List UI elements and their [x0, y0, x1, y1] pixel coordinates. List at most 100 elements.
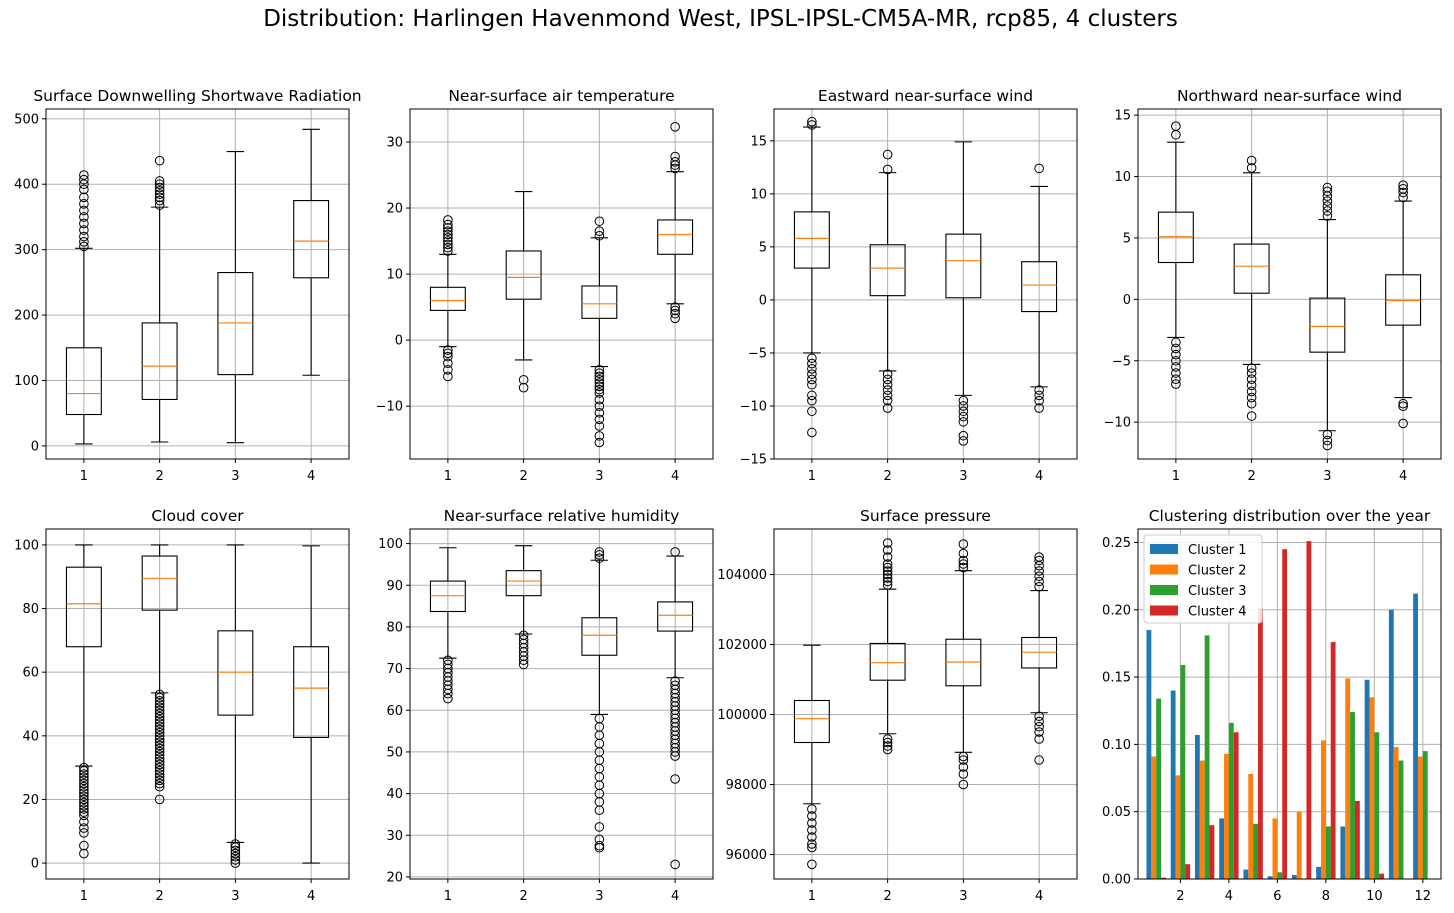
- legend-frame: [1143, 534, 1263, 624]
- outlier-point: [443, 219, 453, 230]
- series-3: [1156, 635, 1428, 879]
- box-4: [657, 547, 694, 870]
- bar: [1417, 756, 1423, 879]
- outlier-point: [1246, 386, 1257, 397]
- outlier-point: [882, 744, 893, 755]
- box-1: [429, 547, 466, 704]
- subplot-2: 1 2 3 4 −10 0 10 20 30 Near-surface air temperatu…: [376, 87, 714, 484]
- x-tick-label: 4: [1399, 469, 1407, 484]
- outlier-point: [230, 858, 241, 868]
- y-tick-label: 15: [1114, 109, 1131, 124]
- outlier-point: [1171, 343, 1181, 354]
- x-tick-label: 2: [155, 469, 163, 484]
- figure-title: Distribution: Harlingen Havenmond West, …: [263, 6, 1178, 32]
- y-tick-label: 50: [386, 745, 403, 760]
- outlier-point: [1034, 403, 1044, 413]
- outlier-point: [594, 401, 605, 411]
- outlier-point: [154, 696, 165, 706]
- y-tick-label: 0.15: [1102, 671, 1131, 686]
- outlier-point: [594, 378, 605, 388]
- bar: [1364, 679, 1370, 879]
- outlier-point: [882, 164, 893, 175]
- series-4: [1161, 541, 1385, 879]
- outlier-point: [594, 547, 605, 557]
- box-1: [1157, 121, 1194, 389]
- outlier-point: [882, 734, 893, 744]
- outlier-point: [594, 805, 605, 816]
- outlier-point: [670, 313, 680, 324]
- outlier-point: [154, 769, 165, 779]
- bar: [1325, 826, 1331, 879]
- outlier-point: [670, 122, 680, 132]
- box-iqr: [293, 646, 330, 738]
- outlier-point: [807, 116, 817, 127]
- outlier-point: [1034, 716, 1044, 727]
- outlier-point: [958, 559, 969, 569]
- outlier-point: [670, 308, 680, 319]
- outlier-point: [154, 195, 165, 206]
- subplot-title: Clustering distribution over the year: [1149, 507, 1431, 525]
- bar: [1228, 722, 1234, 879]
- x-tick-label: 4: [671, 889, 679, 904]
- outlier-point: [79, 772, 89, 782]
- box-3: [1309, 182, 1346, 451]
- bar: [1282, 549, 1288, 879]
- box-iqr: [1021, 261, 1058, 313]
- outlier-point: [154, 766, 165, 776]
- outlier-point: [79, 766, 89, 776]
- box-iqr: [1157, 211, 1194, 264]
- y-tick-label: 100: [14, 374, 39, 389]
- x-tick-label: 2: [883, 889, 891, 904]
- y-tick-label: 90: [386, 579, 403, 594]
- outlier-point: [79, 810, 89, 821]
- outlier-point: [958, 436, 969, 446]
- outlier-point: [79, 788, 89, 798]
- outlier-point: [154, 753, 165, 763]
- outlier-point: [1322, 196, 1333, 206]
- box-1: [793, 644, 830, 870]
- outlier-point: [154, 746, 165, 757]
- outlier-point: [807, 120, 817, 130]
- outlier-point: [1034, 576, 1044, 587]
- outlier-point: [1171, 355, 1181, 366]
- outlier-point: [79, 801, 89, 811]
- outlier-point: [79, 785, 89, 795]
- box-iqr: [581, 617, 618, 656]
- outlier-point: [230, 848, 241, 859]
- outlier-point: [79, 823, 89, 833]
- box-iqr: [293, 200, 330, 279]
- outlier-point: [1034, 581, 1044, 592]
- outlier-point: [154, 715, 165, 725]
- x-tick-label: 3: [595, 889, 603, 904]
- box-2: [869, 538, 906, 755]
- box-2: [141, 544, 178, 805]
- bar: [1388, 609, 1394, 879]
- outlier-point: [443, 215, 453, 225]
- y-tick-label: 0.25: [1102, 536, 1131, 551]
- box-3: [217, 544, 254, 868]
- outlier-point: [1171, 121, 1181, 131]
- outlier-point: [154, 727, 165, 738]
- outlier-point: [79, 174, 89, 185]
- bar: [1340, 826, 1346, 879]
- x-tick-label: 4: [307, 469, 315, 484]
- legend-swatch: [1150, 585, 1178, 595]
- outlier-point: [594, 842, 605, 853]
- outlier-point: [1398, 187, 1408, 198]
- y-tick-label: 80: [386, 620, 403, 635]
- outlier-point: [1322, 201, 1333, 211]
- box-1: [793, 116, 830, 438]
- bar: [1277, 872, 1283, 879]
- outlier-point: [1034, 755, 1044, 765]
- x-tick-label: 8: [1322, 889, 1330, 904]
- outlier-point: [594, 365, 605, 375]
- y-tick-label: 0.20: [1102, 603, 1131, 618]
- outlier-point: [807, 364, 817, 374]
- outlier-point: [882, 395, 893, 406]
- outlier-point: [958, 401, 969, 411]
- y-tick-label: −5: [1112, 354, 1131, 369]
- outlier-point: [79, 184, 89, 195]
- box-iqr: [657, 601, 694, 632]
- outlier-point: [882, 390, 893, 401]
